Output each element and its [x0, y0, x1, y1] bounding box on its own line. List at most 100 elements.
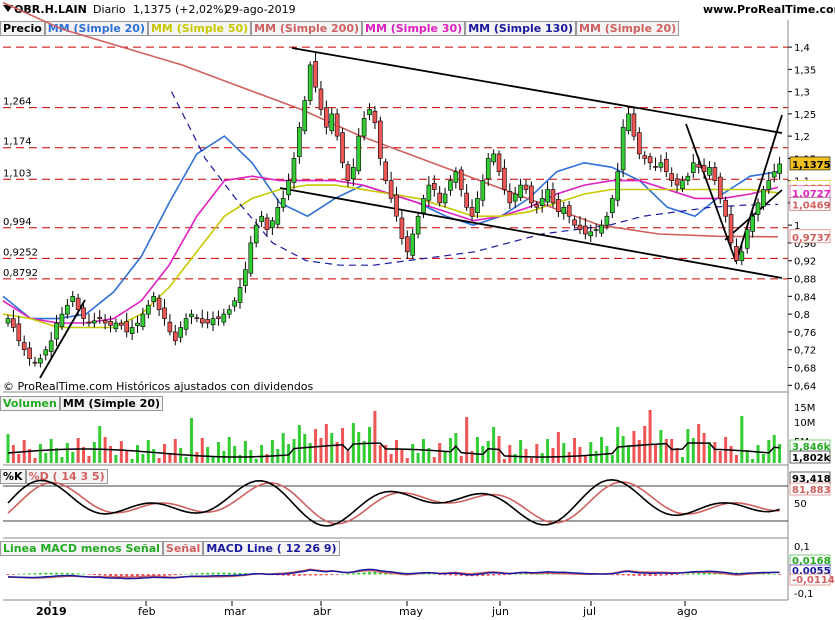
volume-bar: [740, 416, 744, 463]
macd_legend-legend-item[interactable]: Linea MACD menos Señal: [0, 541, 163, 556]
candle-body: [761, 189, 766, 207]
macd-histogram-bar: [416, 573, 420, 575]
volume-bar: [373, 411, 377, 463]
candle-body: [318, 88, 324, 110]
time-tick-label: jun: [491, 605, 509, 618]
candle-body: [178, 327, 183, 338]
stoch-d-line: [7, 481, 780, 525]
volume-bar: [443, 452, 447, 463]
volume-bar: [389, 454, 393, 463]
candle-body: [394, 194, 399, 217]
price-axis: 1,4 1,35 1,3 1,25 1,2 1,15 1,1 1,05 1 0,96 0,92 0,8…: [788, 43, 816, 392]
candle-body: [210, 318, 216, 326]
candle-body: [156, 297, 162, 310]
candle-body: [669, 173, 674, 181]
volume-bar: [621, 436, 625, 463]
macd-histogram-bar: [11, 574, 15, 575]
candle-body: [237, 287, 243, 303]
volume-bar: [303, 434, 307, 463]
price_legend-legend-item[interactable]: MM (Simple 20): [576, 21, 680, 36]
price-tick-label: 1,05: [794, 199, 816, 210]
candle-body: [512, 193, 518, 202]
macd-histogram-bar: [621, 574, 625, 576]
volume-bar: [594, 451, 598, 463]
macd-histogram-bar: [519, 573, 523, 575]
volume_legend-legend-item[interactable]: MM (Simple 20): [59, 396, 164, 411]
candle-body: [647, 156, 653, 164]
volume-bar: [324, 424, 328, 463]
price_legend-legend-item[interactable]: MM (Simple 30): [362, 21, 466, 36]
candle-body: [717, 176, 723, 199]
macd-histogram-bar: [233, 572, 237, 575]
macd-histogram-bar: [421, 573, 425, 575]
candle-body: [755, 202, 761, 215]
volume-bar: [448, 438, 452, 463]
date-label: 29-ago-2019: [225, 3, 296, 16]
candle-body: [431, 182, 437, 190]
macd-histogram-bar: [33, 573, 37, 575]
volume-bar: [6, 434, 10, 463]
candle-body: [361, 118, 367, 137]
candle-body: [507, 191, 513, 204]
volume-bar: [421, 439, 425, 463]
macd-histogram-bar: [92, 574, 96, 576]
dropdown-triangle-icon[interactable]: [3, 5, 13, 12]
volume-bar: [22, 440, 26, 463]
price_legend-legend-item[interactable]: MM (Simple 20): [44, 21, 148, 36]
volume-bar: [605, 446, 609, 463]
macd-histogram-bar: [82, 573, 86, 575]
time-tick-label: may: [399, 605, 423, 618]
volume-bar: [200, 438, 204, 463]
stoch_legend-legend-item[interactable]: %D ( 14 3 5): [25, 469, 108, 484]
macd-histogram-bar: [189, 573, 193, 575]
candle-body: [11, 318, 16, 328]
volume-bar: [395, 440, 398, 463]
stoch-tick-label: 50: [794, 499, 807, 510]
macd-histogram-bar: [368, 572, 372, 575]
price_legend-legend-item[interactable]: MM (Simple 50): [147, 21, 252, 36]
price-badge-label: 1,0850: [792, 183, 831, 194]
volume-bar: [438, 443, 442, 463]
macd-badge-label: 0,0055: [792, 566, 831, 577]
macd_legend-legend-item[interactable]: MACD Line ( 12 26 9): [203, 541, 340, 556]
macd-tick-label: 0,1: [794, 542, 810, 553]
volume-bar: [535, 444, 539, 463]
price-tick-label: 0,8: [794, 310, 810, 321]
macd-histogram-bar: [141, 574, 145, 577]
macd-histogram-bar: [583, 573, 587, 575]
macd-histogram-bar: [146, 574, 150, 577]
price-tick-label: 0,68: [794, 364, 816, 375]
price_legend-legend-item[interactable]: Precio: [0, 21, 45, 36]
candle-body: [615, 171, 621, 201]
candle-body: [302, 100, 308, 132]
candle-body: [145, 304, 151, 315]
volume-bar: [411, 444, 415, 463]
price_legend-legend-item[interactable]: MM (Simple 200): [251, 21, 362, 36]
macd-histogram-bar: [324, 574, 328, 576]
candle-body: [572, 219, 577, 226]
macd-histogram-bar: [600, 574, 604, 575]
candle-body: [205, 319, 210, 324]
candle-body: [658, 162, 664, 168]
volume-bar: [384, 445, 388, 463]
macd_legend-legend-item[interactable]: Señal: [162, 541, 204, 556]
price-tick-label: 0,92: [794, 257, 816, 268]
macd-histogram-bar: [454, 574, 458, 576]
macd-histogram-bar: [680, 574, 684, 575]
macd-histogram-bar: [389, 572, 393, 575]
price_legend-legend-item[interactable]: MM (Simple 130): [465, 21, 577, 36]
volume_legend-legend-item[interactable]: Volumen: [0, 396, 60, 411]
candle-body: [588, 231, 594, 237]
stoch_legend-legend-item[interactable]: %K: [0, 469, 26, 484]
macd-histogram-bar: [492, 574, 496, 576]
candle-body: [275, 207, 281, 225]
macd-histogram-bar: [562, 572, 566, 575]
macd-tick-label: 0: [794, 566, 800, 577]
volume-bar: [502, 459, 506, 463]
volume-bar: [697, 424, 701, 463]
macd-legend: Linea MACD menos Señal Señal MACD Line ( 1…: [0, 541, 340, 556]
volume-bar: [400, 449, 404, 463]
volume-bar: [416, 453, 420, 463]
volume-bar: [125, 450, 129, 463]
candle-body: [189, 313, 194, 318]
